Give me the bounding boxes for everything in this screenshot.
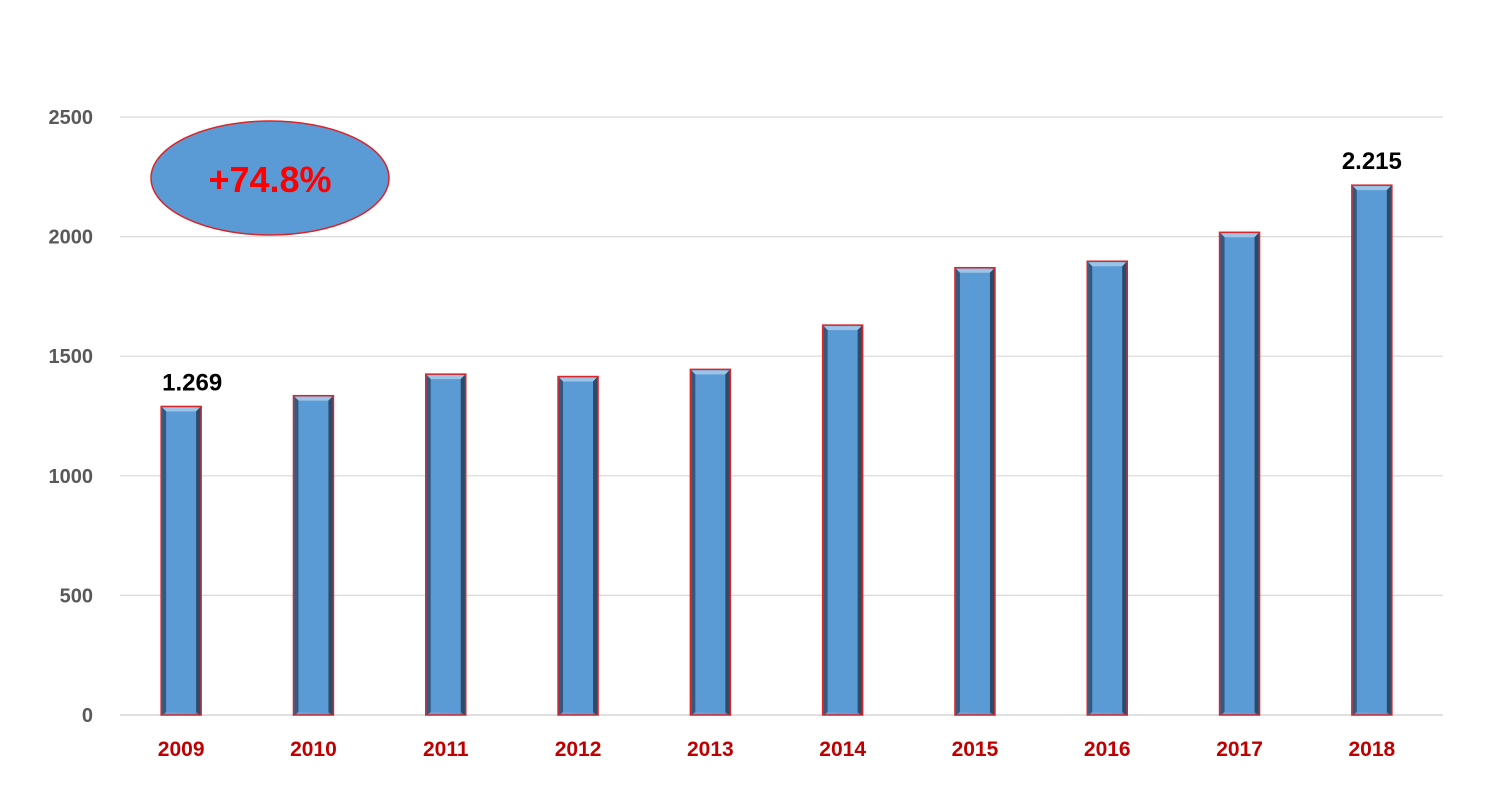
bar-face <box>1356 190 1387 712</box>
bar-bevel-top <box>1088 262 1127 267</box>
bar-face <box>1092 266 1123 712</box>
bar <box>689 368 732 716</box>
x-tick-label: 2016 <box>1084 738 1131 761</box>
bar-bevel-left <box>426 375 431 715</box>
bar-bevel-top <box>294 396 333 401</box>
bar <box>425 373 467 716</box>
x-tick-label: 2010 <box>290 738 337 761</box>
bar-bevel-right <box>196 407 201 715</box>
data-label: 2.215 <box>1342 148 1402 175</box>
bar-bevel-right <box>328 396 333 715</box>
bar-bevel-top <box>1220 233 1259 238</box>
growth-badge-text: +74.8% <box>208 159 331 200</box>
bar-bevel-left <box>559 377 564 715</box>
y-axis-ticks: 0 500 1000 1500 2000 2500 <box>49 107 94 727</box>
bar <box>292 394 335 716</box>
data-label: 1.269 <box>162 369 222 396</box>
bar-bevel-top <box>955 268 994 273</box>
bar-bevel-left <box>162 407 167 715</box>
growth-badge: +74.8% <box>150 120 390 236</box>
x-tick-label: 2013 <box>687 738 734 761</box>
bar-bevel-left <box>1088 262 1093 715</box>
data-labels: 1.269 2.215 <box>162 148 1402 396</box>
bar-face <box>959 272 990 712</box>
bar-bevel-top <box>691 370 730 375</box>
bar-bevel-right <box>1254 233 1259 715</box>
bar-face <box>695 374 726 712</box>
x-tick-label: 2018 <box>1348 738 1395 761</box>
x-tick-label: 2012 <box>555 738 602 761</box>
bar <box>557 375 599 716</box>
bars <box>160 184 1393 716</box>
y-tick-label: 0 <box>82 705 93 727</box>
x-tick-label: 2015 <box>952 738 999 761</box>
gridlines <box>120 116 1443 716</box>
y-tick-label: 500 <box>60 585 93 607</box>
bar-bevel-top <box>559 377 598 382</box>
bar-bevel-right <box>1122 262 1127 715</box>
bar-face <box>298 400 329 712</box>
bar-bevel-right <box>1386 186 1391 715</box>
bar-face <box>563 381 594 712</box>
bar <box>954 266 996 716</box>
x-tick-label: 2017 <box>1216 738 1263 761</box>
bar-face <box>1224 237 1255 712</box>
bar-bevel-left <box>823 326 828 715</box>
bar <box>1086 260 1128 716</box>
bar-face <box>166 411 197 712</box>
bar-bevel-top <box>162 407 201 412</box>
bar <box>1218 231 1261 716</box>
bar-bevel-top <box>1352 186 1391 191</box>
bar-bevel-right <box>593 377 598 715</box>
bar-bevel-top <box>823 326 862 331</box>
bar-bevel-right <box>725 370 730 715</box>
bar-face <box>827 330 858 712</box>
x-tick-label: 2009 <box>158 738 205 761</box>
bar-bevel-left <box>691 370 696 715</box>
bar-bevel-right <box>989 268 994 715</box>
bar-face <box>430 379 461 712</box>
bar-bevel-right <box>460 375 465 715</box>
y-tick-label: 2000 <box>49 227 94 249</box>
x-axis-ticks: 2009 2010 2011 2012 2013 2014 2015 2016 2017 2018 <box>158 738 1396 761</box>
bar-bevel-left <box>294 396 299 715</box>
bar <box>160 405 202 716</box>
bar-bevel-left <box>1220 233 1225 715</box>
y-tick-label: 1000 <box>49 466 94 488</box>
bar-bevel-left <box>1352 186 1357 715</box>
bar-bevel-top <box>426 375 465 380</box>
growth-badge-ellipse <box>150 120 390 236</box>
bar <box>1351 184 1393 716</box>
bar-bevel-right <box>857 326 862 715</box>
bar <box>821 324 864 716</box>
y-tick-label: 1500 <box>49 346 94 368</box>
x-tick-label: 2011 <box>423 738 469 761</box>
y-tick-label: 2500 <box>49 107 94 129</box>
x-tick-label: 2014 <box>819 738 866 761</box>
bar-bevel-left <box>955 268 960 715</box>
